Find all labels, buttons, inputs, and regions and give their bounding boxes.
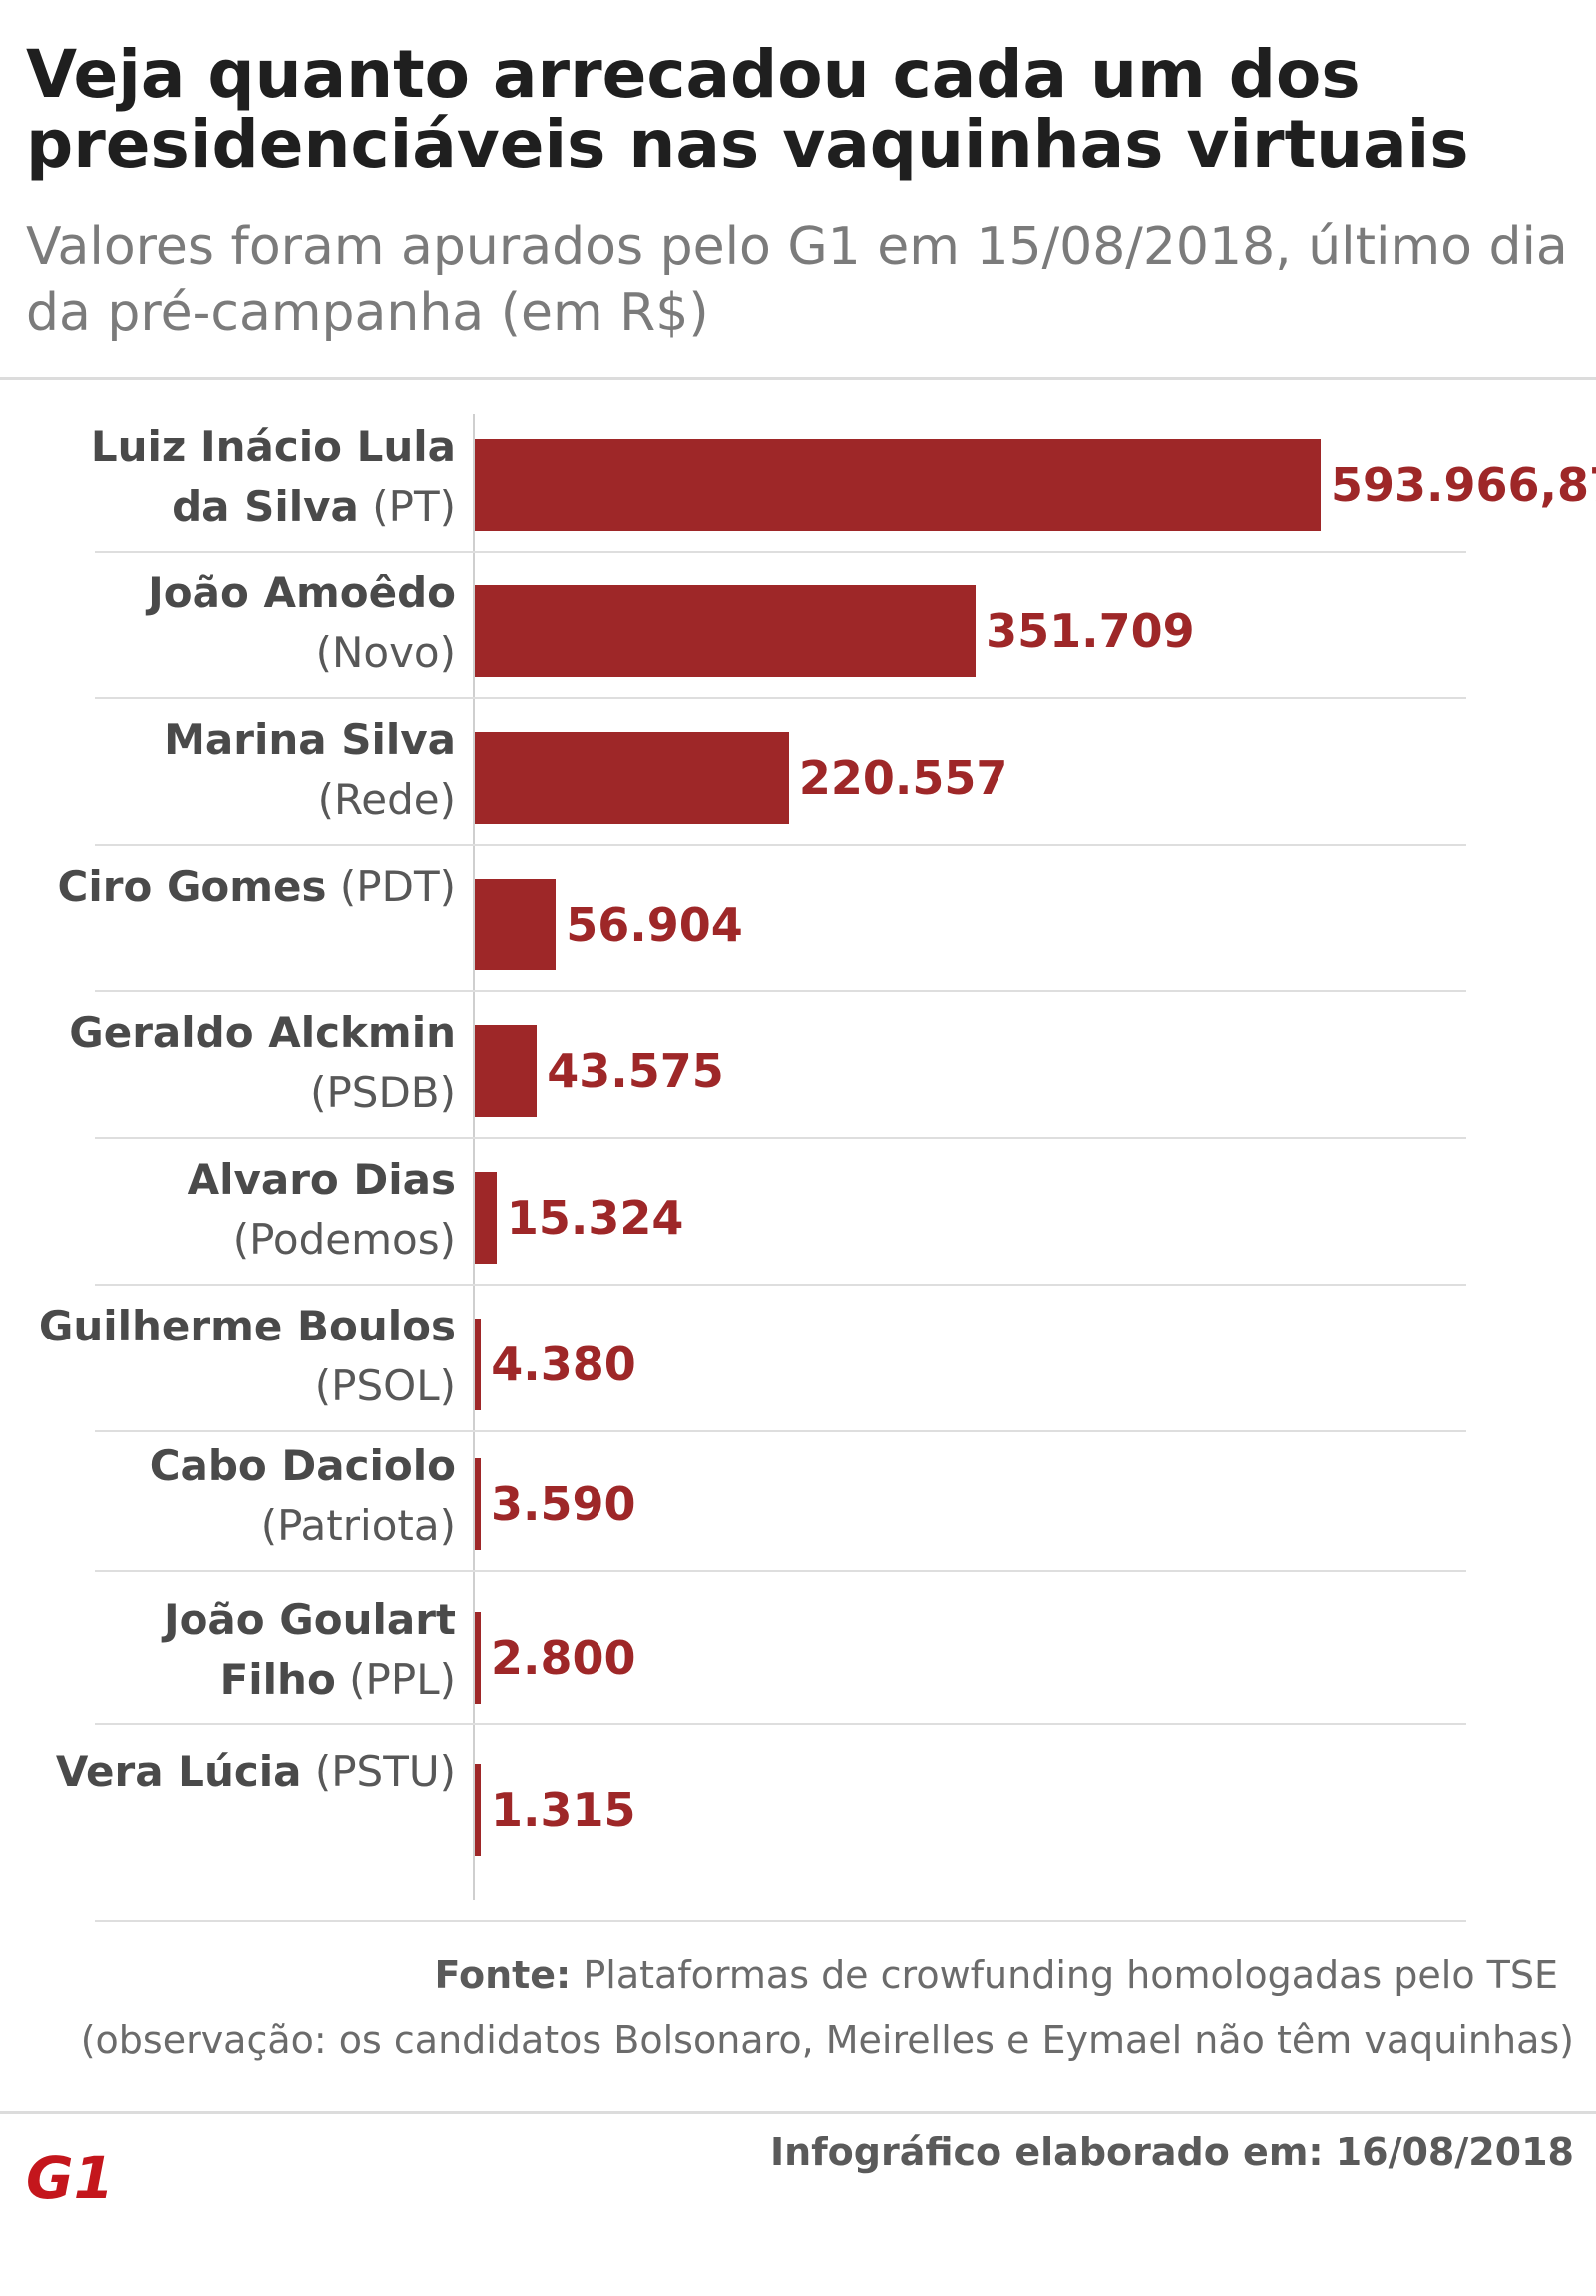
- bar: [475, 1172, 497, 1264]
- row-divider: [95, 1570, 1466, 1572]
- chart-title: Veja quanto arrecadou cada um dos presid…: [26, 36, 1469, 183]
- note-text: (observação: os candidatos Bolsonaro, Me…: [80, 2018, 1574, 2062]
- category-label: Alvaro Dias (Podemos): [37, 1150, 456, 1270]
- chart-axis-line: [473, 414, 475, 1900]
- g1-logo-text: G1: [26, 2146, 114, 2206]
- category-label: Luiz Inácio Lula da Silva (PT): [37, 417, 456, 537]
- bar: [475, 1319, 482, 1410]
- date-label: Infográfico elaborado em:: [769, 2130, 1324, 2174]
- row-divider: [95, 1284, 1466, 1286]
- data-label: 4.380: [491, 1338, 636, 1391]
- candidate-party: (Rede): [317, 775, 456, 824]
- bar: [475, 1458, 481, 1550]
- candidate-name: Guilherme Boulos: [38, 1302, 456, 1350]
- row-divider: [95, 551, 1466, 553]
- category-label: Cabo Daciolo (Patriota): [37, 1436, 456, 1556]
- footer-divider: [0, 2111, 1596, 2114]
- header-divider: [0, 377, 1596, 380]
- category-label: João Amoêdo (Novo): [37, 564, 456, 683]
- category-label: Guilherme Boulos (PSOL): [37, 1297, 456, 1416]
- g1-logo-icon: G1: [26, 2146, 114, 2206]
- row-divider: [95, 990, 1466, 992]
- candidate-name: Ciro Gomes: [57, 862, 327, 911]
- source-label: Fonte:: [434, 1953, 572, 1997]
- row-divider: [95, 1430, 1466, 1432]
- candidate-party: (PDT): [339, 862, 456, 911]
- row-divider: [95, 697, 1466, 699]
- bar: [475, 879, 557, 970]
- category-label: João Goulart Filho (PPL): [37, 1590, 456, 1710]
- infographic-date: Infográfico elaborado em: 16/08/2018: [770, 2127, 1574, 2177]
- date-value: 16/08/2018: [1335, 2130, 1574, 2174]
- source-line: Fonte: Plataformas de crowfunding homolo…: [435, 1950, 1558, 2000]
- category-label: Marina Silva (Rede): [37, 710, 456, 830]
- bar: [475, 732, 789, 824]
- row-divider: [95, 1723, 1466, 1725]
- candidate-party: (Patriota): [260, 1501, 456, 1550]
- candidate-party: (PT): [372, 482, 456, 531]
- candidate-party: (PSDB): [310, 1068, 456, 1117]
- candidate-name: João Amoêdo: [148, 569, 456, 617]
- candidate-name: Luiz Inácio Lula da Silva: [90, 422, 456, 531]
- data-label: 3.590: [491, 1477, 636, 1531]
- candidate-name: Vera Lúcia: [55, 1747, 302, 1796]
- candidate-party: (PPL): [349, 1655, 456, 1704]
- data-label: 220.557: [798, 751, 1008, 805]
- candidate-name: Cabo Daciolo: [149, 1441, 456, 1490]
- row-divider: [95, 844, 1466, 846]
- data-label: 2.800: [491, 1631, 636, 1685]
- bar: [475, 585, 977, 677]
- bar: [475, 1764, 481, 1856]
- data-label: 15.324: [506, 1191, 684, 1245]
- chart-subtitle: Valores foram apurados pelo G1 em 15/08/…: [26, 217, 1568, 343]
- bar: [475, 439, 1321, 531]
- candidate-party: (PSOL): [314, 1361, 456, 1410]
- bar: [475, 1612, 481, 1704]
- data-label: 43.575: [547, 1044, 724, 1098]
- row-divider: [95, 1137, 1466, 1139]
- data-label: 593.966,87: [1331, 458, 1596, 512]
- category-label: Ciro Gomes (PDT): [37, 857, 456, 917]
- data-label: 1.315: [491, 1783, 636, 1837]
- candidate-party: (Novo): [315, 628, 456, 677]
- candidate-name: Geraldo Alckmin: [69, 1008, 456, 1057]
- data-label: 56.904: [566, 898, 743, 952]
- candidate-name: Marina Silva: [164, 715, 456, 764]
- data-label: 351.709: [986, 604, 1195, 658]
- candidate-name: João Goulart Filho: [163, 1595, 456, 1704]
- candidate-party: (PSTU): [314, 1747, 456, 1796]
- row-divider: [95, 1920, 1466, 1922]
- bar: [475, 1025, 538, 1117]
- category-label: Vera Lúcia (PSTU): [37, 1742, 456, 1802]
- candidate-name: Alvaro Dias: [187, 1155, 456, 1204]
- source-text: Plataformas de crowfunding homologadas p…: [583, 1953, 1558, 1997]
- category-label: Geraldo Alckmin (PSDB): [37, 1003, 456, 1123]
- candidate-party: (Podemos): [232, 1215, 456, 1264]
